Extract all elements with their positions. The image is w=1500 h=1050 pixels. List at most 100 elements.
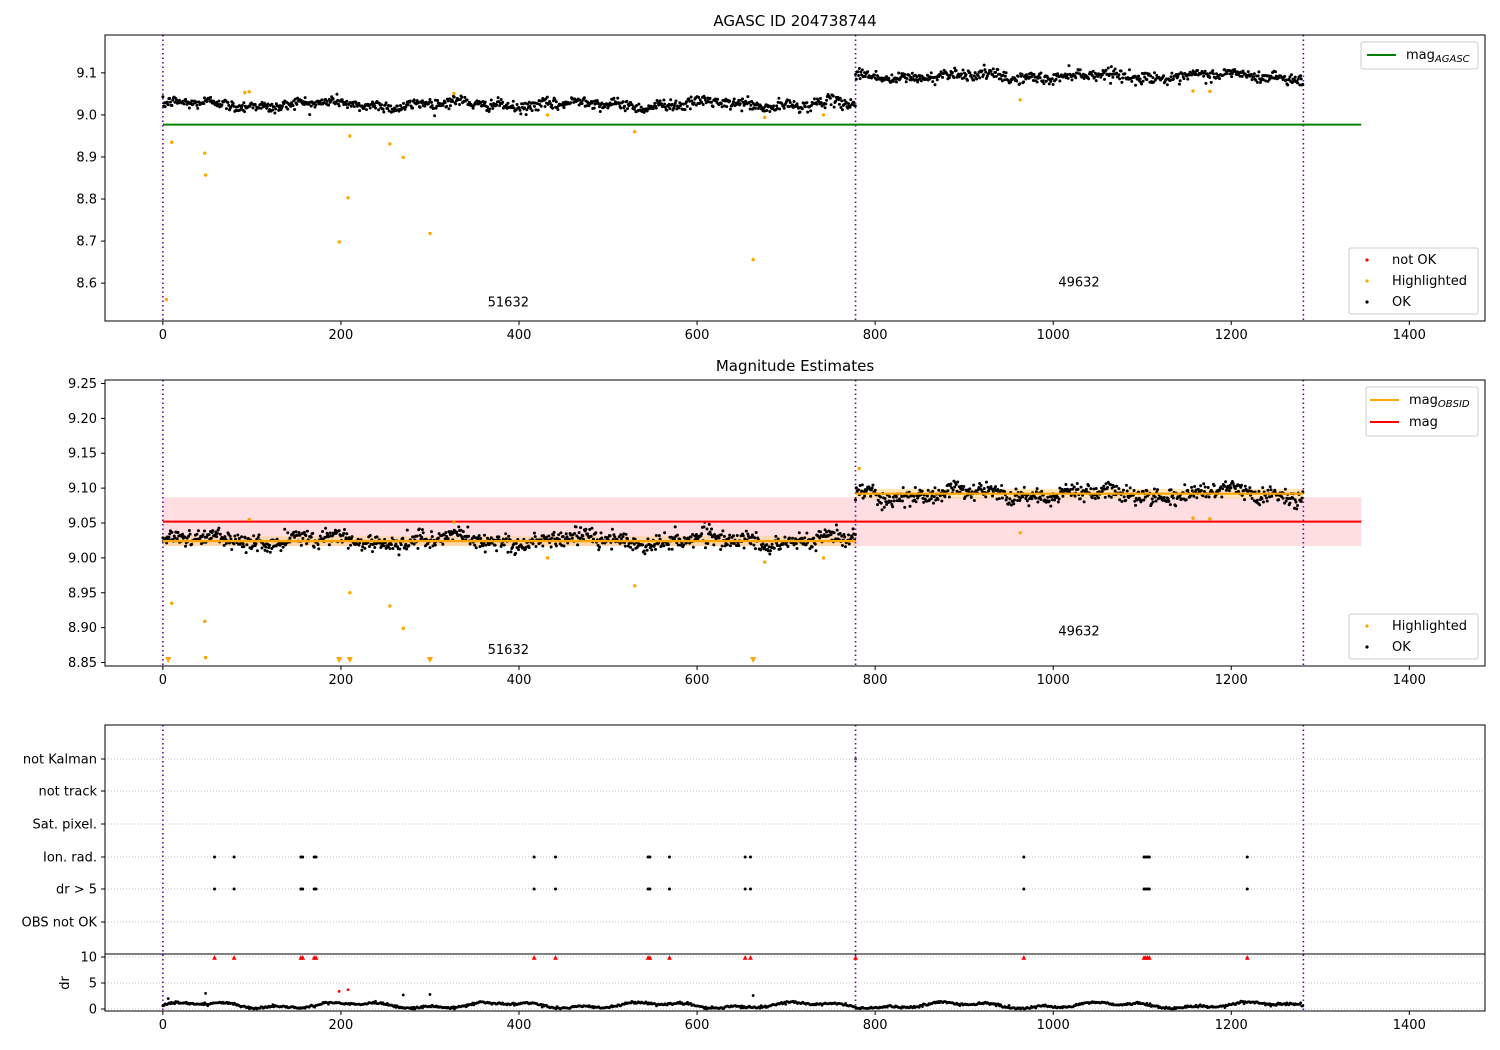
ok-point [504, 532, 508, 536]
ok-point [395, 104, 399, 108]
ok-point [1067, 64, 1071, 68]
ok-point [528, 104, 532, 108]
ok-point [448, 104, 452, 108]
ok-point [707, 522, 711, 526]
ok-point [349, 104, 353, 108]
ok-point [248, 104, 252, 108]
ok-point [373, 104, 377, 108]
y-tick-label: 8.6 [76, 277, 97, 292]
ok-point [562, 106, 566, 110]
ok-point [639, 105, 643, 109]
highlighted-legend-label: Highlighted [1392, 619, 1467, 634]
magnitude-point-legend: Highlighted OK [1348, 613, 1479, 660]
ok-point [775, 544, 779, 548]
ok-point [819, 96, 823, 100]
ok-point [415, 534, 419, 538]
ok-point [375, 535, 379, 539]
ok-point [272, 105, 276, 109]
ok-point [302, 102, 306, 106]
ok-point [170, 104, 174, 108]
ok-point [170, 530, 174, 534]
ok-point [1261, 486, 1265, 490]
x-tick-label: 600 [685, 328, 710, 343]
ok-point [995, 497, 999, 501]
ok-point [201, 533, 205, 537]
ok-point [1004, 71, 1008, 75]
ok-point [574, 525, 578, 529]
ok-point [207, 533, 211, 537]
ok-point [356, 537, 360, 541]
ok-point [1196, 69, 1200, 73]
ok-point [421, 531, 425, 535]
ok-point [257, 533, 261, 537]
ok-point [1269, 488, 1273, 492]
dr-point [539, 1002, 543, 1006]
ok-point [767, 545, 771, 549]
ok-point [588, 528, 592, 532]
ok-point [875, 503, 879, 507]
ok-point [812, 97, 816, 101]
ok-point [350, 535, 354, 539]
ok-point [673, 525, 677, 529]
ok-point [1221, 73, 1225, 77]
ok-point [1167, 499, 1171, 503]
ok-point [382, 110, 386, 114]
ok-point [937, 488, 941, 492]
ok-point [1003, 490, 1007, 494]
ok-point [772, 104, 776, 108]
ok-point [398, 547, 402, 551]
ok-point [1036, 76, 1040, 80]
ok-point [662, 544, 666, 548]
ok-point [834, 537, 838, 541]
ok-point [1162, 496, 1166, 500]
ok-point [1155, 488, 1159, 492]
highlighted-legend-marker [1365, 279, 1369, 283]
ok-point [1140, 82, 1144, 86]
ok-point [1256, 74, 1260, 78]
ok-point [1060, 487, 1064, 491]
dr-clipped-marker [313, 955, 319, 960]
ok-point [460, 95, 464, 99]
ok-point [1194, 488, 1198, 492]
ok-point [305, 542, 309, 546]
ok-point [570, 536, 574, 540]
ok-point [1103, 495, 1107, 499]
ok-point [1266, 488, 1270, 492]
ok-point [903, 505, 907, 509]
ok-point [1286, 83, 1290, 87]
ok-point [643, 552, 647, 556]
ok-point [956, 480, 960, 484]
ok-point [756, 102, 760, 106]
ok-point [915, 494, 919, 498]
ok-point [848, 105, 852, 109]
ok-point [700, 100, 704, 104]
ok-point [744, 529, 748, 533]
ok-point [1112, 485, 1116, 489]
ok-point [838, 96, 842, 100]
ok-point [560, 103, 564, 107]
ok-point [190, 542, 194, 546]
ok-point [619, 533, 623, 537]
flag-row-label: Ion. rad. [43, 851, 97, 866]
ok-point [982, 487, 986, 491]
ok-point [654, 547, 658, 551]
ok-point [553, 537, 557, 541]
ok-point [217, 99, 221, 103]
ok-point [418, 105, 422, 109]
ok-point [1106, 66, 1110, 70]
ok-point [271, 108, 275, 112]
ok-point [436, 536, 440, 540]
ok-point [215, 531, 219, 535]
ok-point [819, 101, 823, 105]
ok-point [1000, 483, 1004, 487]
ok-point [875, 77, 879, 81]
ok-point [710, 100, 714, 104]
ok-point [368, 534, 372, 538]
ok-point [581, 534, 585, 538]
ok-point [834, 523, 838, 527]
ok-point [663, 531, 667, 535]
ok-point [579, 536, 583, 540]
ok-point [894, 80, 898, 84]
ok-point [624, 532, 628, 536]
ok-point [761, 542, 765, 546]
